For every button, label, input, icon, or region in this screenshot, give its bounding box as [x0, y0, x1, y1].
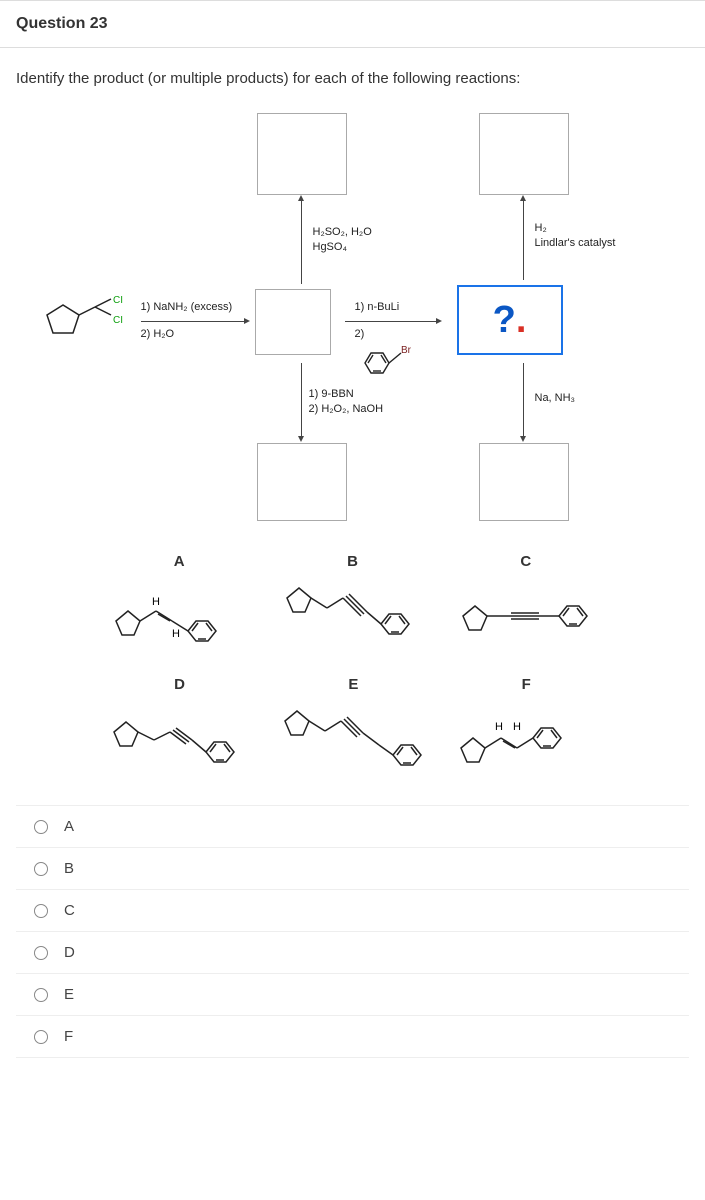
question-title: Question 23: [16, 15, 108, 32]
answer-option-c[interactable]: C: [16, 890, 689, 932]
answer-option-e[interactable]: E: [16, 974, 689, 1016]
structure-b: [277, 580, 427, 652]
answer-label: F: [64, 1028, 73, 1045]
starting-material: CI CI: [33, 295, 123, 355]
radio-icon[interactable]: [34, 946, 48, 960]
answer-label: D: [64, 944, 75, 961]
arrow-up-left: [301, 200, 302, 284]
svg-text:CI: CI: [113, 315, 123, 326]
question-prompt: Identify the product (or multiple produc…: [16, 70, 689, 87]
arrow-up-right: [523, 200, 524, 280]
choice-labels-row1: A B C: [93, 553, 613, 570]
reagent-step2-line2: 2): [355, 327, 365, 342]
radio-icon[interactable]: [34, 904, 48, 918]
choice-row-2: H H: [93, 703, 613, 775]
choice-label-d: D: [174, 676, 185, 693]
answer-label: B: [64, 860, 74, 877]
svg-text:H: H: [172, 628, 180, 640]
arrow-down-left: [301, 363, 302, 437]
arrow-down-right: [523, 363, 524, 437]
question-content: Identify the product (or multiple produc…: [0, 48, 705, 1066]
product-bottom-right-box: [479, 443, 569, 521]
choice-label-e: E: [348, 676, 358, 693]
choice-labels-row2: D E F: [93, 676, 613, 693]
reagent-up2: H₂Lindlar's catalyst: [535, 221, 616, 251]
choice-grid: A B C H H: [93, 553, 613, 775]
structure-f: H H: [451, 703, 601, 775]
structure-a: H H: [104, 580, 254, 652]
radio-icon[interactable]: [34, 1030, 48, 1044]
answer-label: E: [64, 986, 74, 1003]
answer-option-d[interactable]: D: [16, 932, 689, 974]
question-mark-icon: ?.: [493, 299, 527, 342]
choice-label-c: C: [520, 553, 531, 570]
target-product-box: ?.: [457, 285, 563, 355]
reagent-step1-line2: 2) H₂O: [141, 327, 175, 342]
reagent-down1: 1) 9-BBN2) H₂O₂, NaOH: [309, 387, 384, 417]
arrow-step2: [345, 321, 437, 322]
radio-icon[interactable]: [34, 988, 48, 1002]
product-top-right-box: [479, 113, 569, 195]
choice-row-1: H H: [93, 580, 613, 652]
answer-label: C: [64, 902, 75, 919]
radio-icon[interactable]: [34, 862, 48, 876]
answer-label: A: [64, 818, 74, 835]
product-bottom-left-box: [257, 443, 347, 521]
arrow-step1: [141, 321, 245, 322]
structure-c: [451, 580, 601, 652]
svg-text:Br: Br: [401, 345, 412, 356]
svg-text:CI: CI: [113, 295, 123, 306]
question-header: Question 23: [0, 0, 705, 48]
product-top-left-box: [257, 113, 347, 195]
radio-icon[interactable]: [34, 820, 48, 834]
choice-label-f: F: [522, 676, 531, 693]
reaction-scheme: CI CI 1) NaNH₂ (excess) 2) H₂O 1) n-BuLi…: [33, 105, 673, 525]
answer-option-a[interactable]: A: [16, 806, 689, 848]
choice-label-b: B: [347, 553, 358, 570]
reagent-down2: Na, NH₃: [535, 391, 576, 406]
intermediate-1-box: [255, 289, 331, 355]
answer-options: A B C D E F: [16, 805, 689, 1058]
reagent-step2-line1: 1) n-BuLi: [355, 300, 400, 315]
answer-option-b[interactable]: B: [16, 848, 689, 890]
structure-d: [104, 703, 254, 775]
choice-label-a: A: [174, 553, 185, 570]
benzyl-bromide: Br: [355, 341, 413, 381]
reagent-step1-line1: 1) NaNH₂ (excess): [141, 300, 233, 315]
svg-text:H: H: [513, 721, 521, 733]
reagent-up1: H₂SO₂, H₂OHgSO₄: [313, 225, 372, 255]
svg-text:H: H: [495, 721, 503, 733]
answer-option-f[interactable]: F: [16, 1016, 689, 1058]
structure-e: [277, 703, 427, 775]
svg-text:H: H: [152, 596, 160, 608]
